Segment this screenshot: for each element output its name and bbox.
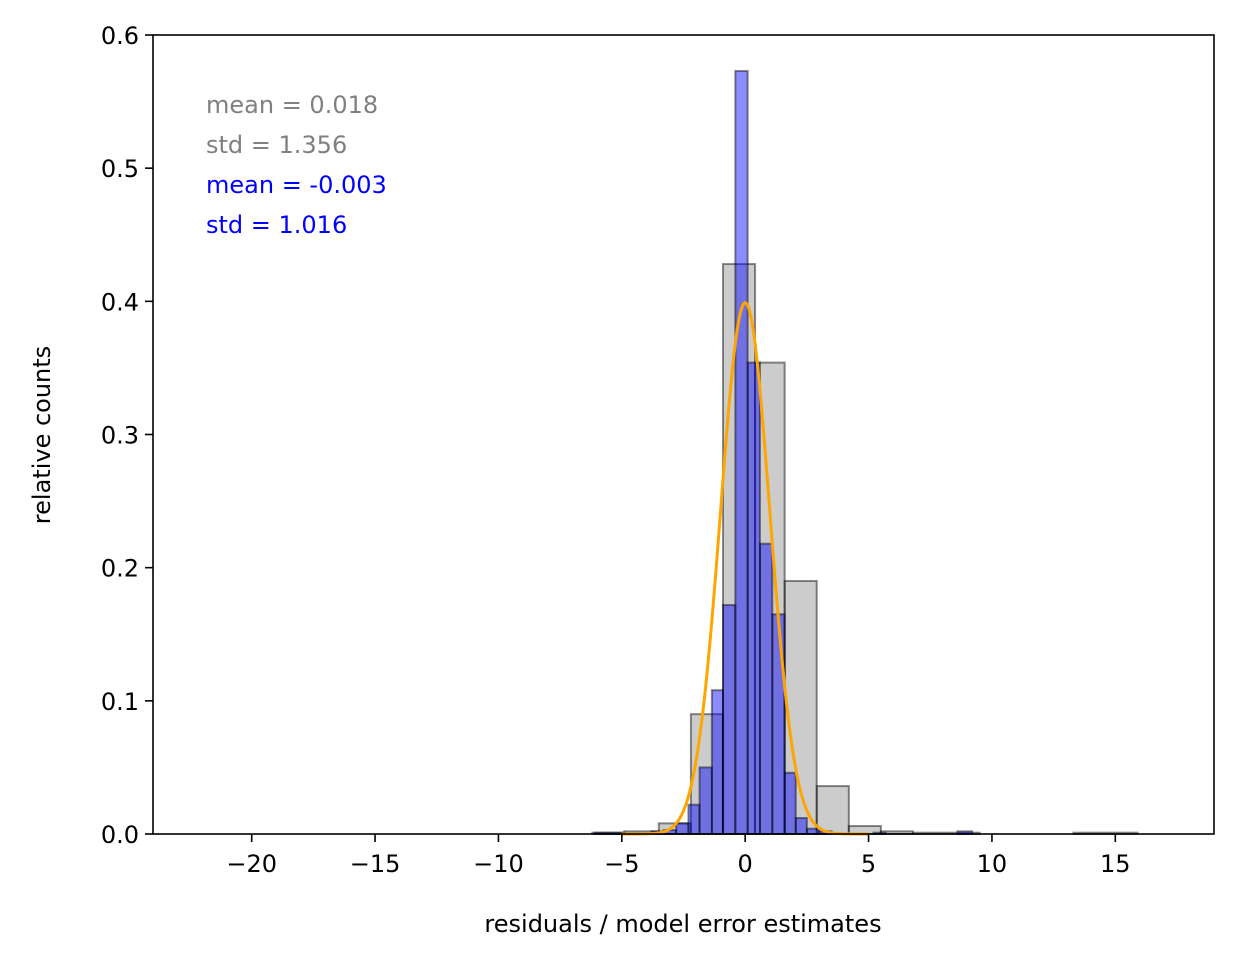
y-tick-label: 0.2: [101, 555, 139, 583]
y-tick-label: 0.4: [101, 288, 139, 316]
stats-mean-gray: mean = 0.018: [206, 91, 378, 119]
gray-histogram-bar: [815, 785, 850, 835]
blue-histogram-bar: [794, 817, 808, 836]
x-tick-label: −5: [604, 850, 639, 878]
x-axis-label: residuals / model error estimates: [484, 910, 881, 938]
x-axis-ticks: −20 −15 −10 −5 0 5 10 15: [226, 834, 1131, 878]
y-axis-ticks: 0.0 0.1 0.2 0.3 0.4 0.5 0.6: [101, 22, 153, 849]
blue-histogram-bar: [710, 689, 724, 835]
blue-histogram-bar: [746, 361, 761, 835]
x-tick-label: 0: [738, 850, 753, 878]
blue-histogram-bar: [687, 803, 701, 835]
x-tick-label: 5: [861, 850, 876, 878]
blue-histogram-bar: [771, 613, 786, 836]
y-tick-label: 0.0: [101, 821, 139, 849]
blue-histogram-bar: [758, 542, 774, 835]
blue-histogram-bar: [734, 69, 749, 835]
x-tick-label: −15: [350, 850, 401, 878]
blue-histogram-bar: [783, 771, 797, 836]
gray-histogram-bar: [754, 361, 786, 835]
stats-std-blue: std = 1.016: [206, 211, 347, 239]
gaussian-fit-curve: [621, 301, 869, 836]
stats-mean-blue: mean = -0.003: [206, 171, 387, 199]
x-tick-label: −10: [473, 850, 524, 878]
blue-histogram-bar: [698, 766, 713, 836]
x-tick-label: 10: [977, 850, 1008, 878]
y-axis-label: relative counts: [28, 346, 56, 524]
blue-histogram-bar: [721, 603, 737, 835]
x-tick-label: 15: [1100, 850, 1131, 878]
stats-std-gray: std = 1.356: [206, 131, 347, 159]
blue-histogram-bar: [675, 822, 690, 836]
y-tick-label: 0.6: [101, 22, 139, 50]
y-tick-label: 0.3: [101, 422, 139, 450]
x-tick-label: −20: [226, 850, 277, 878]
y-tick-label: 0.5: [101, 155, 139, 183]
gray-histogram-bar: [689, 713, 724, 836]
blue-histogram: [593, 69, 974, 836]
y-tick-label: 0.1: [101, 688, 139, 716]
